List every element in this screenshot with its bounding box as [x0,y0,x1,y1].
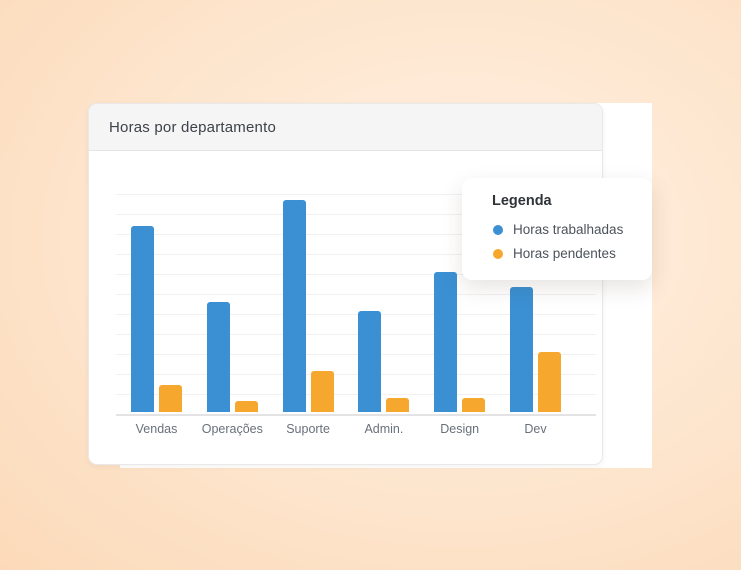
bar-horas-pendentes-operações[interactable] [234,401,258,412]
legend-item-horas-trabalhadas[interactable]: Horas trabalhadas [492,222,638,237]
bar-horas-trabalhadas-suporte[interactable] [282,200,306,412]
bar-horas-pendentes-design[interactable] [462,398,486,412]
legend-item-label: Horas pendentes [513,246,616,261]
bar-horas-trabalhadas-vendas[interactable] [131,226,154,412]
bar-horas-pendentes-admin.[interactable] [386,398,410,412]
legend-dot-blue-icon [493,224,503,235]
bar-horas-trabalhadas-design[interactable] [434,272,458,412]
legend-item-horas-pendentes[interactable]: Horas pendentes [492,246,638,261]
x-axis-label-suporte: Suporte [286,422,330,436]
legend-card: Legenda Horas trabalhadas Horas pendente… [462,178,652,280]
x-axis-label-design: Design [440,422,480,436]
bar-horas-pendentes-vendas[interactable] [159,385,182,412]
legend-item-label: Horas trabalhadas [513,222,624,237]
bar-horas-pendentes-suporte[interactable] [310,371,334,412]
legend-title: Legenda [492,193,552,209]
bar-horas-trabalhadas-dev[interactable] [510,287,533,412]
x-axis-label-operações: Operações [201,422,263,436]
legend-dot-orange-icon [493,248,503,259]
page-title: Horas por departamento [109,118,276,136]
x-axis-line [116,414,596,416]
card-header: Horas por departamento [89,104,602,151]
x-axis-label-admin.: Admin. [364,422,404,436]
bar-horas-pendentes-dev[interactable] [538,352,561,412]
bar-horas-trabalhadas-admin.[interactable] [358,311,382,412]
chart-card: Horas por departamento Vendas Operações Su… [88,103,603,465]
x-axis-label-dev: Dev [524,422,547,436]
bar-horas-trabalhadas-operações[interactable] [206,302,230,412]
x-axis-label-vendas: Vendas [135,422,178,436]
